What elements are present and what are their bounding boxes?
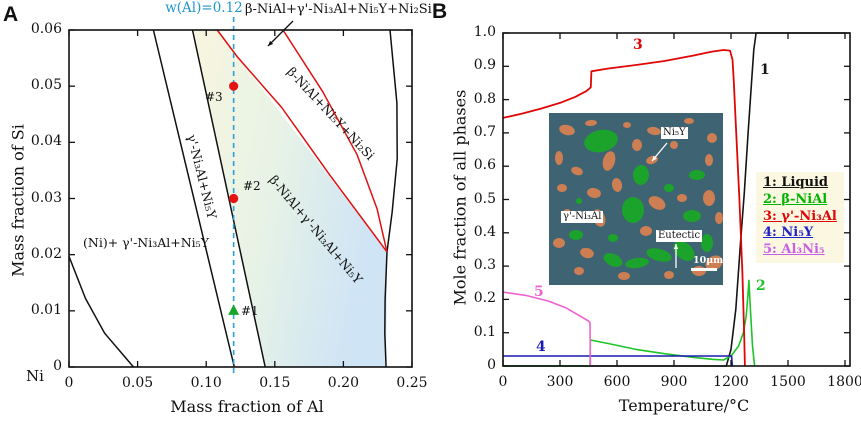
alloy-marker-#1 — [228, 304, 240, 315]
phase-boundary-gamma-band-left — [152, 29, 236, 368]
phase-boundary-red-boundary-left — [216, 29, 388, 253]
phase-boundary-solvus-left — [68, 256, 135, 368]
annotation-arrow — [267, 20, 294, 47]
alloy-marker-#3 — [229, 81, 239, 91]
phase-boundary-right-boundary — [384, 29, 398, 368]
curve-5-al-ni- — [502, 291, 592, 367]
panel-b-frame — [502, 32, 851, 367]
phase-boundary-gamma-band-right — [191, 29, 266, 368]
curve-4-ni-y — [503, 355, 734, 367]
curve-1-liquid — [503, 32, 845, 367]
phase-boundary-red-boundary-right — [282, 29, 388, 253]
curve-2-nial — [503, 279, 756, 367]
annotation-arrow-head — [268, 40, 274, 46]
alloy-marker-#2 — [229, 193, 239, 204]
shaded-three-phase-region — [192, 30, 387, 367]
curve-3-ni-al — [502, 49, 746, 367]
